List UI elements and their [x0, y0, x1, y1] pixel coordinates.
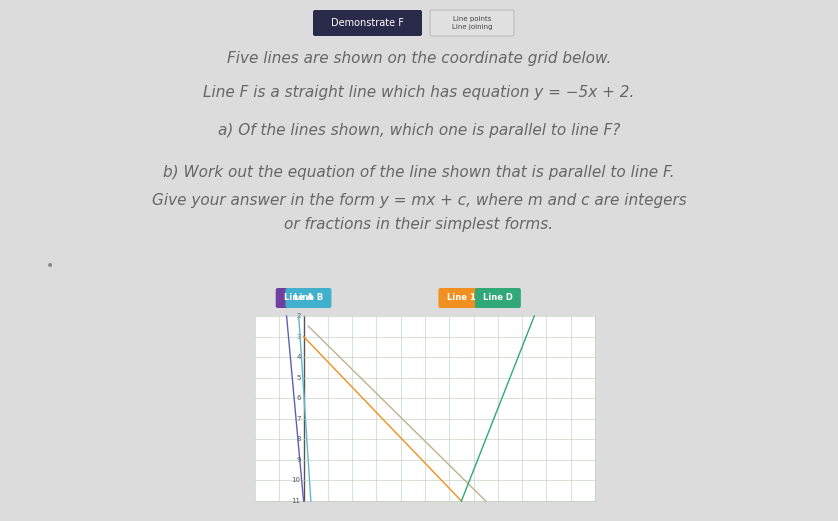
Text: 5: 5 [296, 375, 301, 381]
Text: Line F is a straight line which has equation y = −5x + 2.: Line F is a straight line which has equa… [204, 85, 634, 101]
Text: 7: 7 [296, 416, 301, 422]
Text: •: • [46, 259, 54, 273]
Text: Line D: Line D [483, 293, 513, 303]
Text: 8: 8 [296, 436, 301, 442]
FancyBboxPatch shape [276, 288, 322, 308]
Text: Line points
Line joining: Line points Line joining [452, 16, 492, 30]
Text: b) Work out the equation of the line shown that is parallel to line F.: b) Work out the equation of the line sho… [163, 166, 675, 180]
Text: 6: 6 [296, 395, 301, 401]
FancyBboxPatch shape [475, 288, 521, 308]
Text: 11: 11 [292, 498, 301, 504]
Text: 10: 10 [292, 477, 301, 483]
Text: Give your answer in the form y = mx + c, where m and c are integers: Give your answer in the form y = mx + c,… [152, 193, 686, 208]
Text: or fractions in their simplest forms.: or fractions in their simplest forms. [284, 217, 554, 232]
Text: Line 1: Line 1 [447, 293, 476, 303]
Text: 9: 9 [296, 457, 301, 463]
FancyBboxPatch shape [438, 288, 484, 308]
Text: 3: 3 [296, 333, 301, 340]
Text: Line B: Line B [294, 293, 323, 303]
Text: 2: 2 [296, 313, 301, 319]
Text: Line A: Line A [284, 293, 313, 303]
FancyBboxPatch shape [430, 10, 514, 36]
FancyBboxPatch shape [313, 10, 422, 36]
Text: a) Of the lines shown, which one is parallel to line F?: a) Of the lines shown, which one is para… [218, 123, 620, 139]
Bar [255, 316, 595, 501]
FancyBboxPatch shape [286, 288, 331, 308]
Text: Five lines are shown on the coordinate grid below.: Five lines are shown on the coordinate g… [227, 52, 611, 67]
Text: Demonstrate F: Demonstrate F [331, 18, 404, 28]
Text: 4: 4 [296, 354, 301, 360]
